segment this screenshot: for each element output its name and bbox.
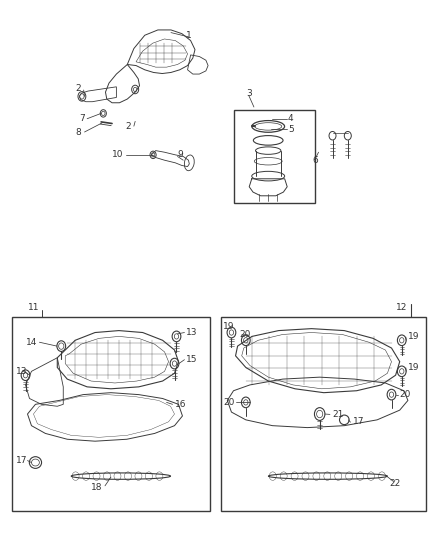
Text: 6: 6 (312, 156, 318, 165)
Text: 17: 17 (16, 456, 27, 465)
Text: 9: 9 (177, 150, 183, 159)
Text: 7: 7 (79, 114, 85, 123)
Text: 4: 4 (288, 114, 293, 123)
Text: 3: 3 (246, 89, 251, 98)
Text: 15: 15 (187, 355, 198, 364)
Text: 2: 2 (75, 84, 81, 93)
Text: 1: 1 (186, 31, 191, 40)
Bar (12, 317, 210, 511)
Text: 13: 13 (187, 328, 198, 337)
Text: 19: 19 (408, 363, 420, 372)
Text: 19: 19 (223, 322, 235, 331)
Text: 10: 10 (112, 150, 124, 159)
Text: 13: 13 (16, 367, 27, 376)
Bar (234, 110, 315, 203)
Text: 11: 11 (28, 303, 39, 312)
Text: 19: 19 (408, 332, 420, 341)
Text: 22: 22 (389, 479, 401, 488)
Bar (221, 317, 426, 511)
Text: 18: 18 (91, 483, 102, 492)
Text: 2: 2 (125, 122, 131, 131)
Text: 5: 5 (288, 125, 294, 134)
Text: 20: 20 (223, 398, 235, 407)
Text: 8: 8 (76, 127, 81, 136)
Text: 20: 20 (400, 390, 411, 399)
Text: 12: 12 (396, 303, 408, 312)
Text: 16: 16 (174, 400, 186, 409)
Text: 14: 14 (25, 338, 37, 347)
Text: 17: 17 (353, 417, 364, 426)
Text: 20: 20 (240, 330, 251, 339)
Text: 21: 21 (332, 409, 343, 418)
